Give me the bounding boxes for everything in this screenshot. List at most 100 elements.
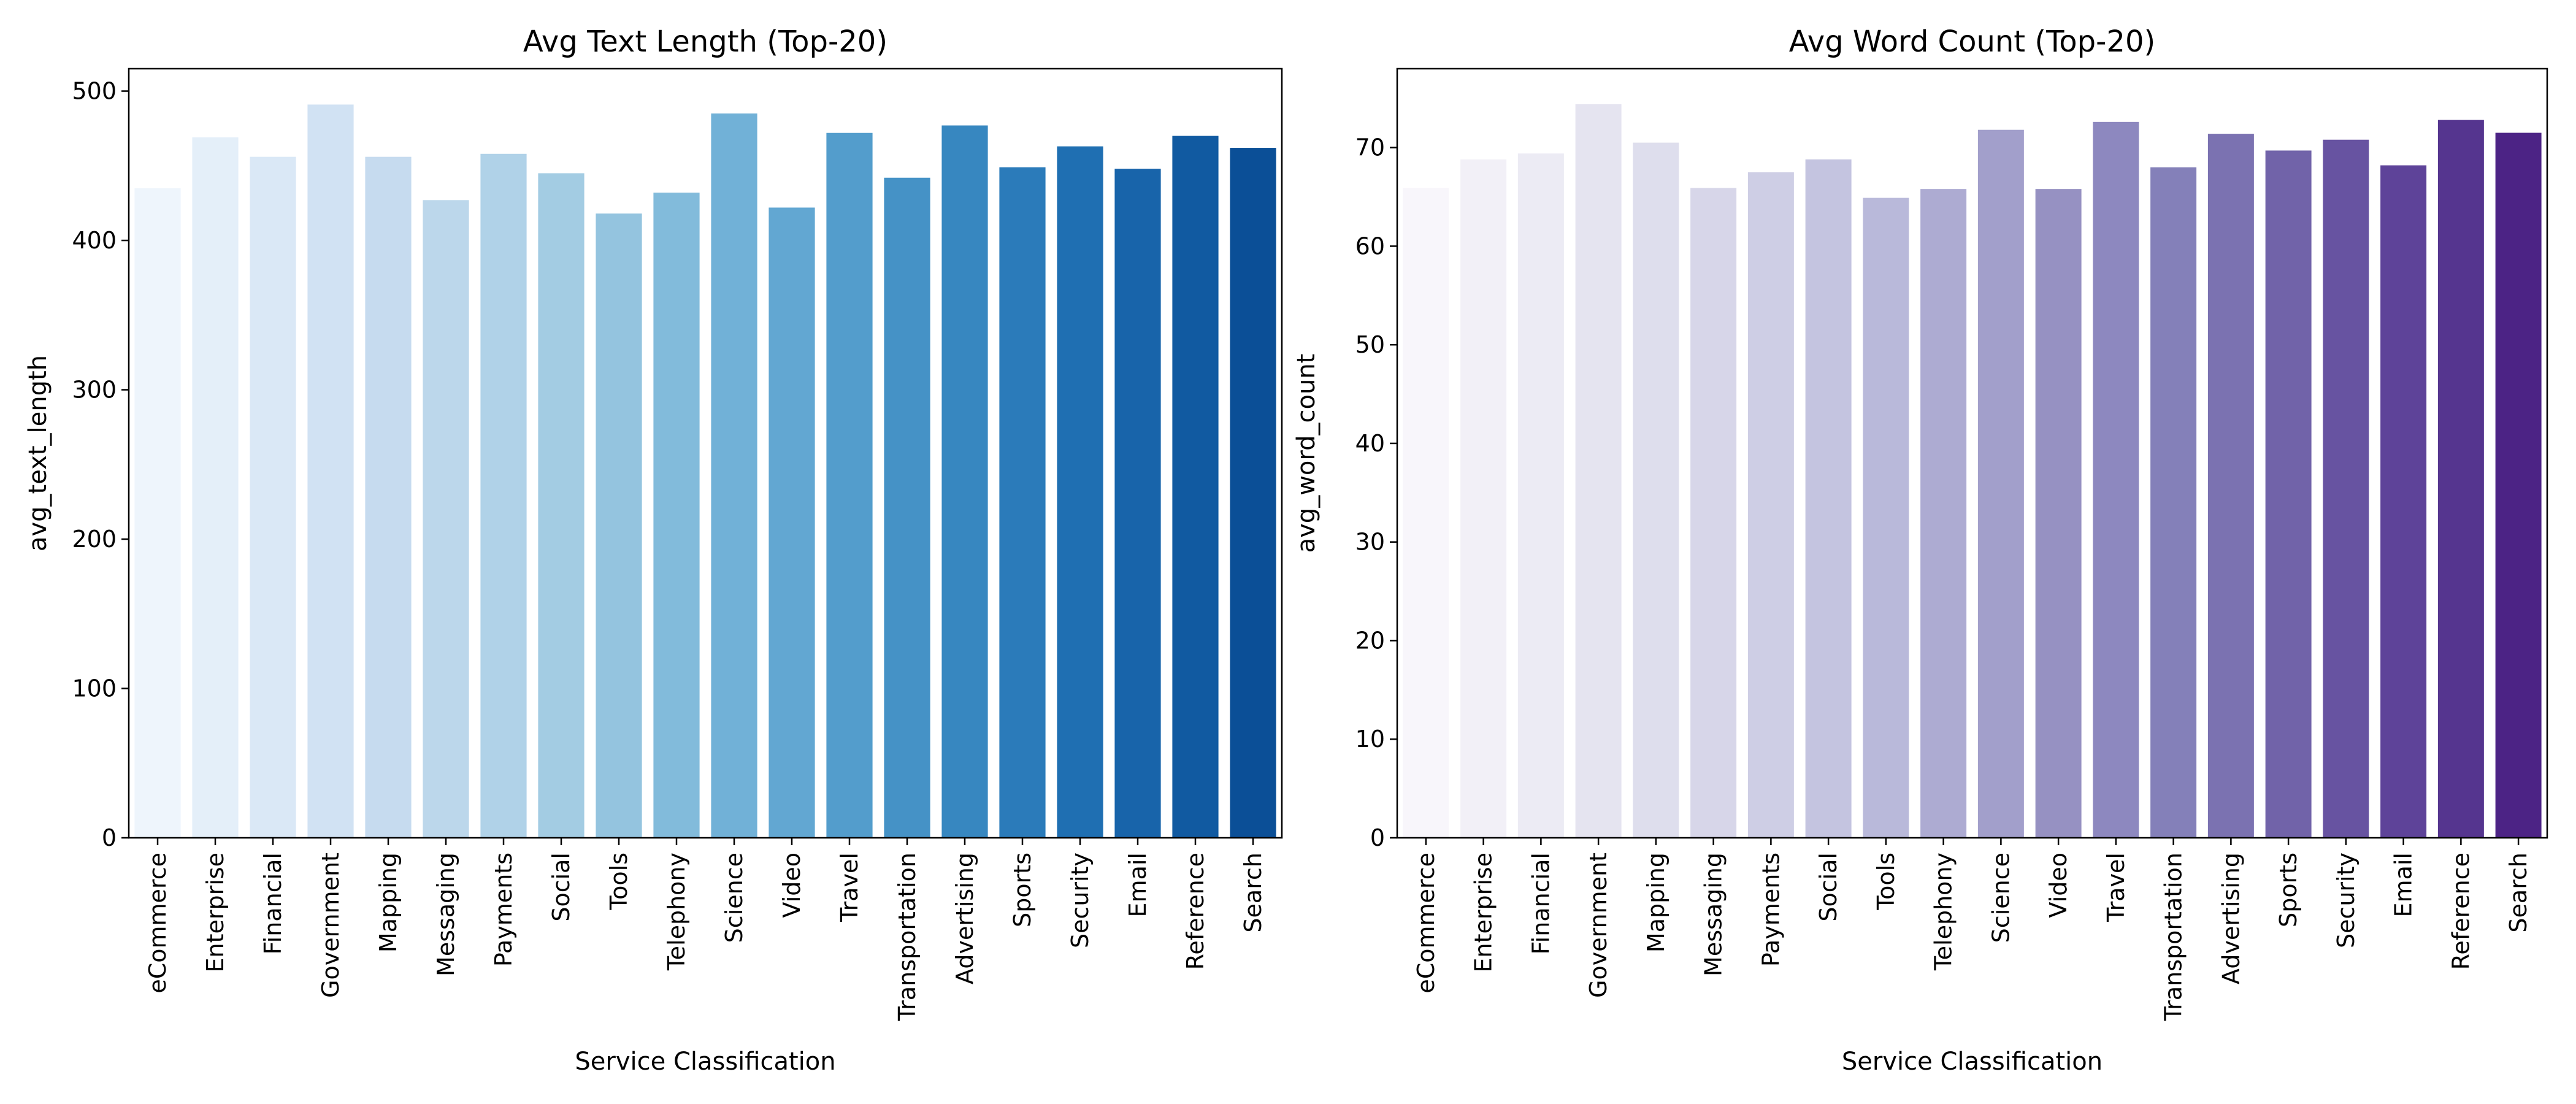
x-tick-label-reference: Reference (1182, 853, 1209, 970)
x-tick-label-payments: Payments (490, 853, 517, 967)
bar-security (2323, 139, 2369, 838)
x-tick-label-financial: Financial (259, 853, 286, 954)
y-axis-label: avg_word_count (1292, 354, 1321, 553)
bar-travel (826, 132, 873, 838)
y-tick-label: 0 (102, 824, 117, 851)
y-tick-label: 40 (1355, 430, 1385, 457)
x-tick-label-travel: Travel (836, 853, 863, 922)
bar-email (2380, 165, 2427, 838)
x-tick-label-email: Email (2390, 853, 2417, 917)
bar-ecommerce (134, 188, 181, 838)
bar-enterprise (192, 137, 239, 838)
bar-advertising (941, 125, 988, 838)
x-tick-label-science: Science (721, 853, 748, 943)
bar-financial (1517, 153, 1564, 838)
x-tick-label-ecommerce: eCommerce (1413, 853, 1439, 994)
x-tick-label-email: Email (1124, 853, 1151, 917)
y-tick-label: 500 (72, 78, 117, 105)
bar-video (2035, 189, 2082, 838)
bar-sports (999, 167, 1046, 838)
bar-transportation (884, 177, 930, 838)
y-tick-label: 300 (72, 377, 117, 404)
bar-sports (2265, 150, 2312, 838)
bar-reference (1172, 136, 1219, 838)
x-tick-label-telephony: Telephony (663, 853, 690, 971)
x-tick-label-video: Video (778, 853, 805, 918)
x-tick-label-security: Security (1067, 853, 1094, 948)
x-tick-label-reference: Reference (2447, 853, 2474, 970)
y-tick-label: 0 (1370, 824, 1385, 851)
y-tick-label: 400 (72, 227, 117, 254)
y-tick-label: 20 (1355, 627, 1385, 654)
bar-mapping (1633, 142, 1679, 838)
x-tick-label-transportation: Transportation (2160, 853, 2187, 1021)
y-tick-label: 100 (72, 675, 117, 702)
x-tick-label-advertising: Advertising (2217, 853, 2244, 984)
bar-government (307, 104, 354, 838)
x-tick-label-search: Search (2505, 853, 2532, 933)
bar-payments (480, 153, 527, 838)
plot-frame (1396, 67, 2548, 839)
bar-mapping (365, 156, 412, 838)
bar-science (711, 113, 757, 838)
chart-panel-2: 0 10 20 30 40 50 60 70 eCommerce Enterprise Financ… (1292, 25, 2548, 1076)
bar-video (769, 207, 815, 838)
bar-tools (1863, 197, 1909, 838)
bar-social (538, 173, 585, 838)
y-tick-label: 30 (1355, 529, 1385, 556)
y-tick-label: 10 (1355, 726, 1385, 753)
x-axis-label: Service Classification (575, 1048, 835, 1076)
bar-science (1977, 129, 2024, 838)
bar-payments (1747, 172, 1794, 838)
x-tick-label-advertising: Advertising (951, 853, 978, 984)
y-axis-label: avg_text_length (24, 355, 52, 551)
x-tick-label-mapping: Mapping (375, 853, 402, 953)
x-tick-label-telephony: Telephony (1930, 853, 1957, 971)
x-tick-label-financial: Financial (1527, 853, 1554, 954)
bar-ecommerce (1403, 188, 1449, 838)
x-tick-label-social: Social (548, 853, 575, 922)
bar-telephony (653, 193, 700, 838)
bar-government (1575, 104, 1622, 838)
x-tick-label-messaging: Messaging (432, 853, 459, 976)
y-tick-label: 50 (1355, 331, 1385, 358)
x-tick-label-enterprise: Enterprise (1470, 853, 1497, 972)
bar-transportation (2150, 167, 2197, 838)
x-tick-label-government: Government (317, 853, 344, 998)
x-tick-label-travel: Travel (2103, 853, 2129, 922)
chart-title: Avg Word Count (Top-20) (1789, 25, 2155, 59)
y-tick-label: 70 (1355, 134, 1385, 161)
bar-security (1057, 146, 1103, 838)
x-tick-label-messaging: Messaging (1700, 853, 1727, 976)
x-tick-label-ecommerce: eCommerce (144, 853, 171, 994)
x-tick-label-enterprise: Enterprise (202, 853, 229, 972)
x-tick-label-tools: Tools (605, 853, 632, 911)
y-tick-label: 200 (72, 526, 117, 553)
x-tick-label-mapping: Mapping (1643, 853, 1669, 953)
bar-financial (250, 156, 296, 838)
x-tick-label-transportation: Transportation (894, 853, 921, 1021)
chart-panel-1: 0 100 200 300 400 500 eCommerce Enterprise Finan… (24, 25, 1283, 1076)
x-axis-label: Service Classification (1842, 1048, 2103, 1076)
x-tick-label-social: Social (1815, 853, 1842, 922)
x-tick-label-payments: Payments (1757, 853, 1784, 967)
y-tick-label: 60 (1355, 232, 1385, 259)
x-tick-label-video: Video (2045, 853, 2072, 918)
bar-social (1805, 159, 1852, 838)
bar-search (1230, 148, 1276, 838)
x-tick-label-security: Security (2333, 853, 2359, 948)
bar-telephony (1920, 189, 1967, 838)
bar-email (1114, 169, 1161, 838)
bar-advertising (2207, 134, 2254, 838)
bar-tools (596, 213, 642, 838)
chart-title: Avg Text Length (Top-20) (523, 25, 887, 59)
bar-reference (2437, 120, 2484, 838)
x-tick-label-science: Science (1987, 853, 2014, 943)
x-tick-label-sports: Sports (2275, 853, 2302, 927)
bar-messaging (423, 200, 469, 838)
bar-search (2495, 132, 2542, 838)
bar-travel (2093, 121, 2139, 838)
x-tick-label-sports: Sports (1009, 853, 1036, 927)
